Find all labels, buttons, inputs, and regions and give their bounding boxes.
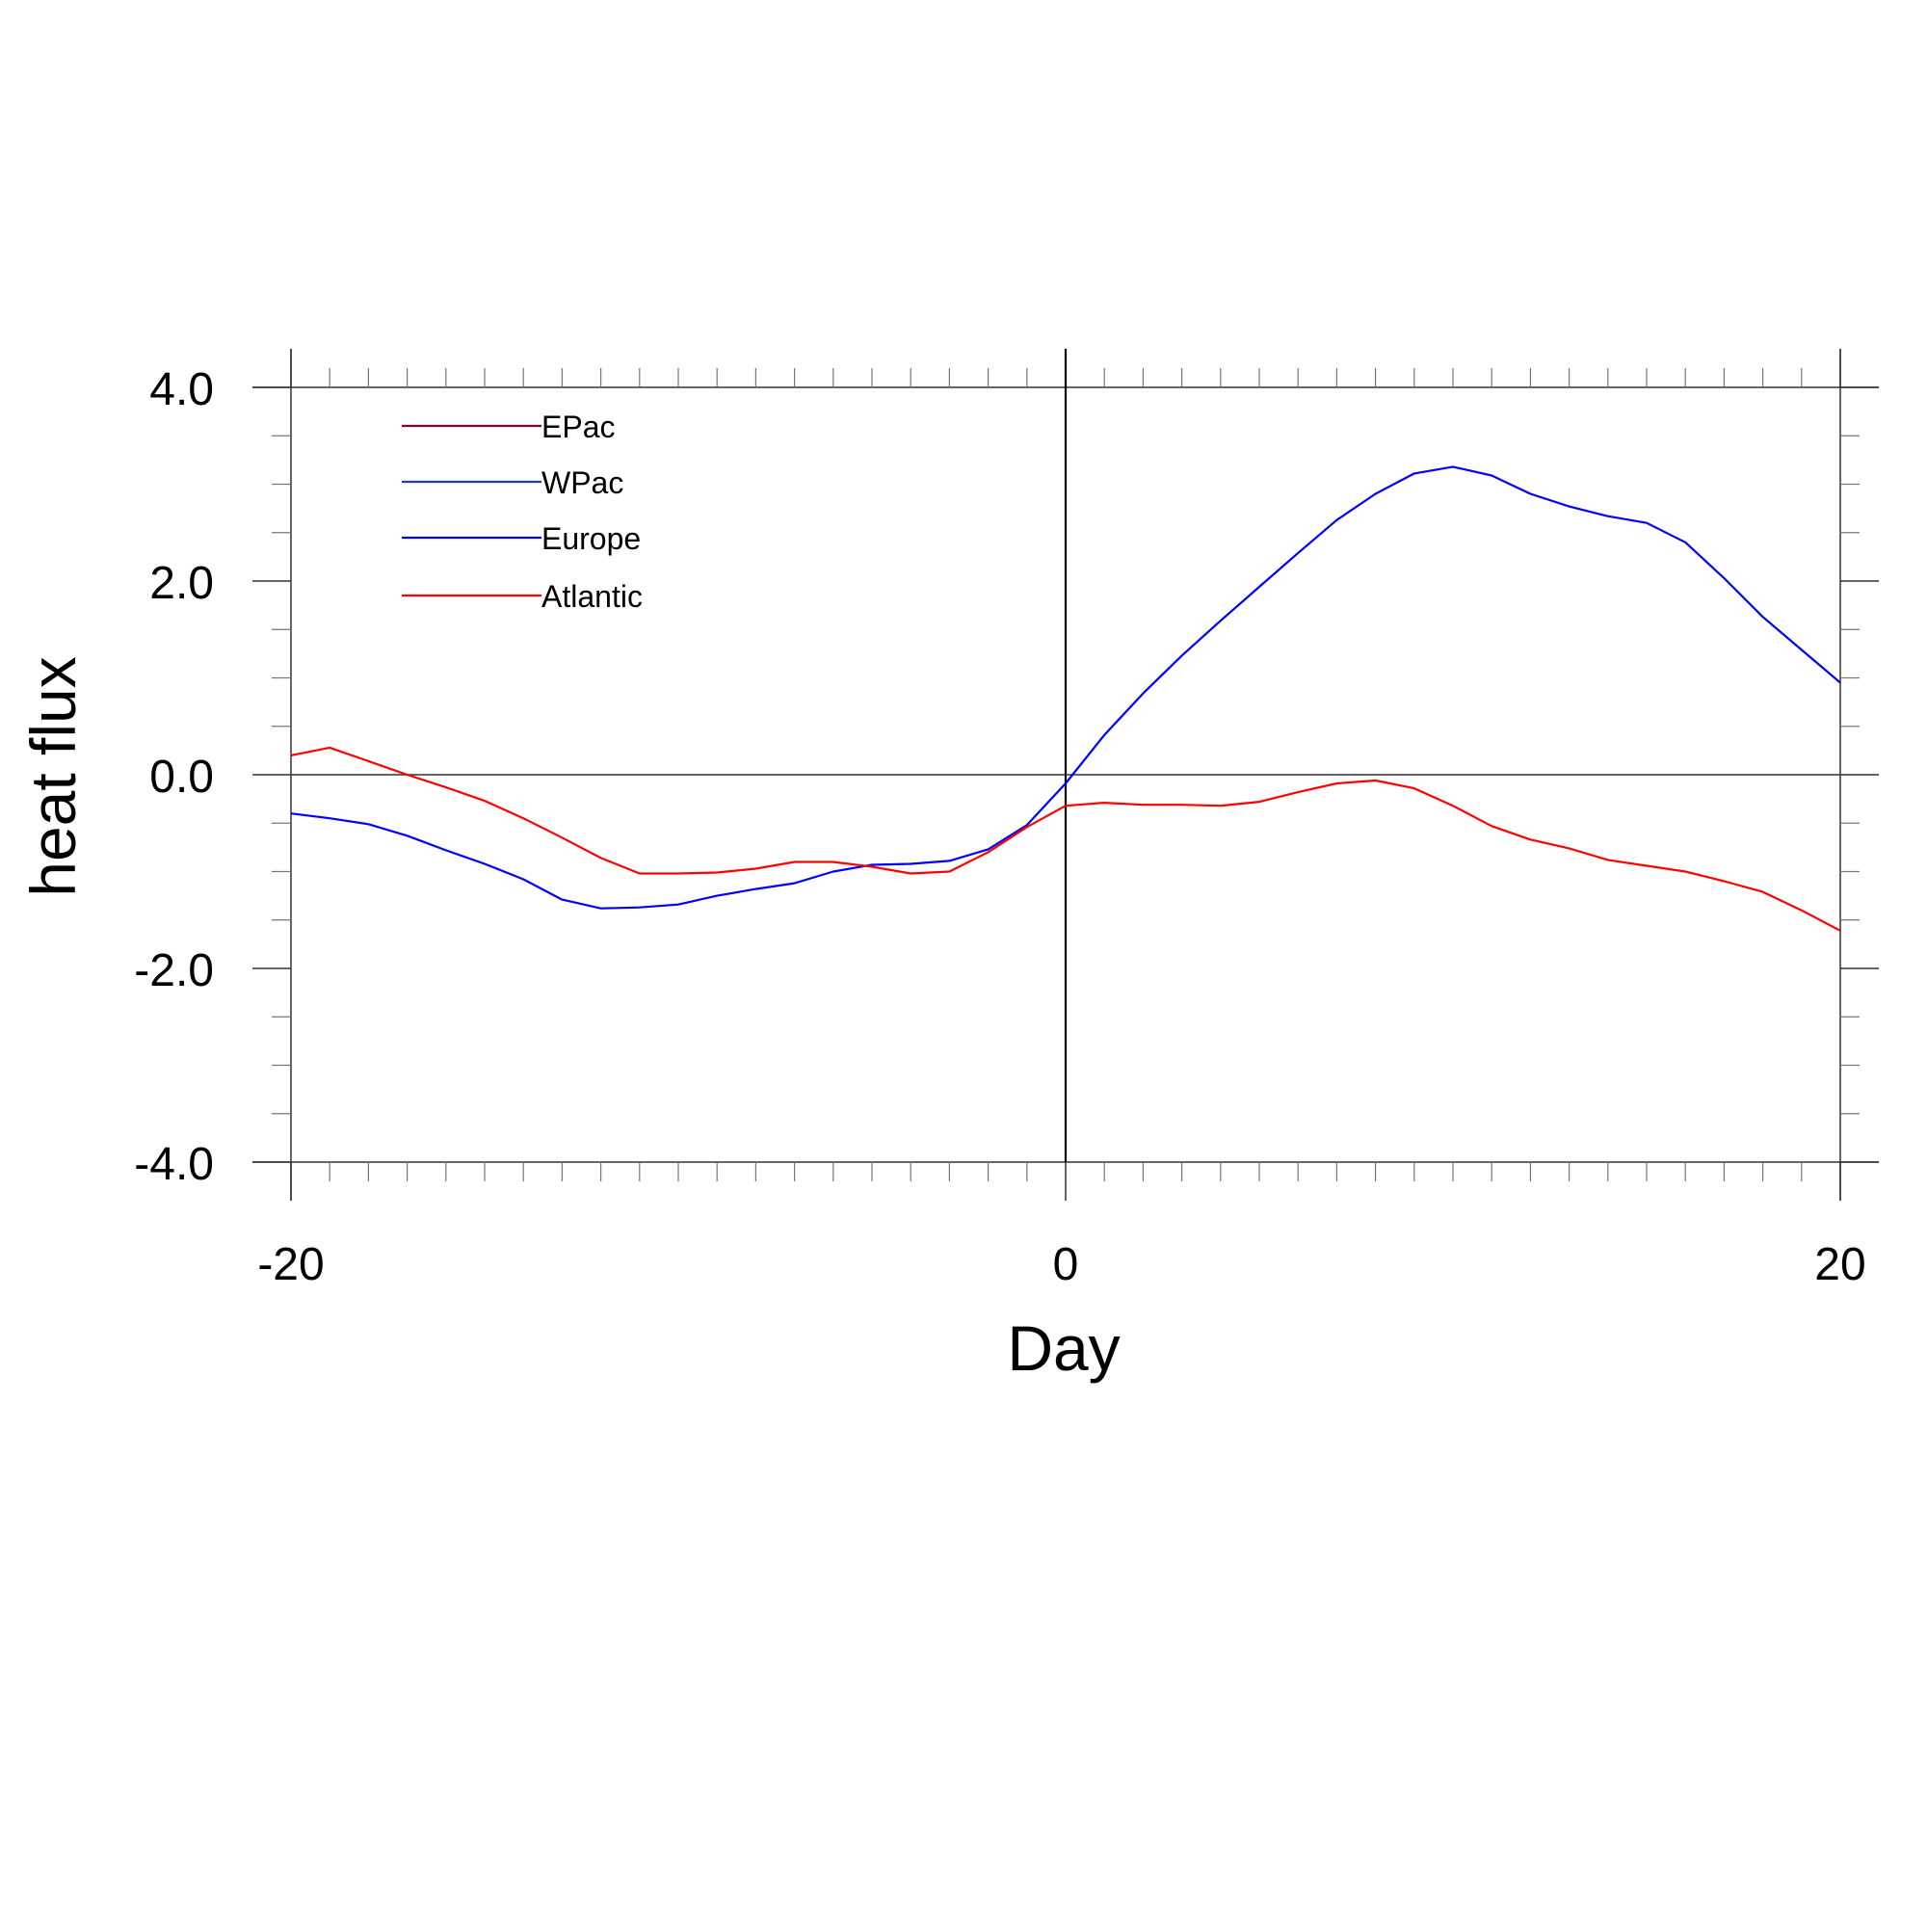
y-tick-label: -2.0 xyxy=(134,945,214,996)
x-axis-label: Day xyxy=(1007,1312,1120,1384)
y-tick-label: 4.0 xyxy=(149,364,214,415)
legend-label-atlantic: Atlantic xyxy=(541,579,643,614)
x-tick-label: 20 xyxy=(1814,1239,1865,1290)
y-tick-label: 2.0 xyxy=(149,558,214,609)
y-tick-label: -4.0 xyxy=(134,1139,214,1190)
y-axis-label: heat flux xyxy=(17,656,89,897)
legend-label-epac: EPac xyxy=(541,410,615,444)
series-line-atlantic xyxy=(290,746,1841,932)
x-tick-label: -20 xyxy=(257,1239,324,1290)
x-tick-label: 0 xyxy=(1053,1239,1079,1290)
series-line-europe xyxy=(290,465,1841,910)
y-tick-label: 0.0 xyxy=(149,752,214,803)
series-lines xyxy=(290,465,1841,932)
legend-label-wpac: WPac xyxy=(541,465,623,500)
plot-frame xyxy=(252,349,1879,1201)
reference-lines xyxy=(291,349,1840,1162)
tick-labels: -4.0 -2.0 0.0 2.0 4.0 -20 0 20 xyxy=(134,364,1865,1290)
legend-label-europe: Europe xyxy=(541,521,641,556)
legend: EPac WPac Europe Atlantic xyxy=(402,410,643,614)
